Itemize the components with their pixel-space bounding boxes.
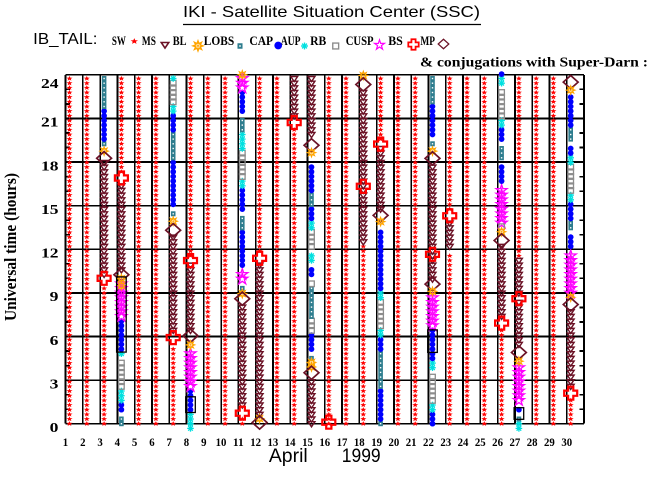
svg-text:CAP: CAP: [249, 33, 273, 48]
svg-text:11: 11: [233, 435, 244, 449]
svg-text:RB: RB: [310, 33, 326, 48]
svg-text:17: 17: [337, 435, 348, 449]
svg-text:15: 15: [302, 435, 313, 449]
svg-text:IKI - Satellite Situation Cent: IKI - Satellite Situation Center (SSC): [183, 4, 480, 21]
svg-text:4: 4: [115, 435, 120, 449]
svg-text:12: 12: [250, 435, 261, 449]
svg-text:MP: MP: [420, 33, 435, 48]
svg-text:6: 6: [50, 334, 59, 349]
svg-text:5: 5: [132, 435, 137, 449]
svg-text:3: 3: [97, 435, 102, 449]
svg-text:1999: 1999: [342, 446, 381, 467]
svg-text:25: 25: [475, 435, 486, 449]
svg-text:23: 23: [440, 435, 451, 449]
svg-text:27: 27: [509, 435, 520, 449]
svg-text:22: 22: [423, 435, 434, 449]
svg-text:0: 0: [50, 421, 59, 436]
svg-text:MS: MS: [142, 33, 156, 48]
svg-text:15: 15: [41, 203, 59, 218]
svg-text:April: April: [269, 446, 308, 467]
svg-text:7: 7: [167, 435, 172, 449]
svg-text:18: 18: [41, 159, 59, 174]
svg-text:9: 9: [201, 435, 206, 449]
svg-text:24: 24: [458, 435, 469, 449]
svg-text:28: 28: [527, 435, 538, 449]
svg-text:21: 21: [406, 435, 417, 449]
svg-text:CUSP: CUSP: [346, 33, 374, 48]
svg-text:AUP: AUP: [281, 33, 301, 48]
svg-text:14: 14: [285, 435, 296, 449]
svg-text:12: 12: [41, 247, 59, 262]
svg-text:6: 6: [149, 435, 154, 449]
svg-text:BS: BS: [388, 33, 403, 48]
svg-text:18: 18: [354, 435, 365, 449]
svg-text:20: 20: [388, 435, 399, 449]
svg-text:1: 1: [63, 435, 68, 449]
svg-text:IB_TAIL:: IB_TAIL:: [33, 31, 97, 48]
svg-text:24: 24: [41, 77, 59, 92]
svg-text:8: 8: [184, 435, 189, 449]
svg-text:SW: SW: [112, 33, 126, 48]
svg-text:2: 2: [80, 435, 85, 449]
svg-text:29: 29: [544, 435, 555, 449]
svg-text:13: 13: [268, 435, 279, 449]
svg-text:LOBS: LOBS: [204, 33, 234, 48]
svg-text:21: 21: [41, 116, 59, 131]
svg-text:BL: BL: [173, 33, 187, 48]
svg-text:Universal time (hours): Universal time (hours): [1, 173, 20, 321]
svg-text:19: 19: [371, 435, 382, 449]
svg-text:10: 10: [216, 435, 227, 449]
svg-text:9: 9: [50, 290, 59, 305]
svg-text:30: 30: [561, 435, 572, 449]
svg-text:& conjugations with Super-Darn: & conjugations with Super-Darn :: [420, 55, 648, 70]
svg-text:26: 26: [492, 435, 503, 449]
svg-text:16: 16: [319, 435, 330, 449]
svg-text:3: 3: [50, 377, 59, 392]
